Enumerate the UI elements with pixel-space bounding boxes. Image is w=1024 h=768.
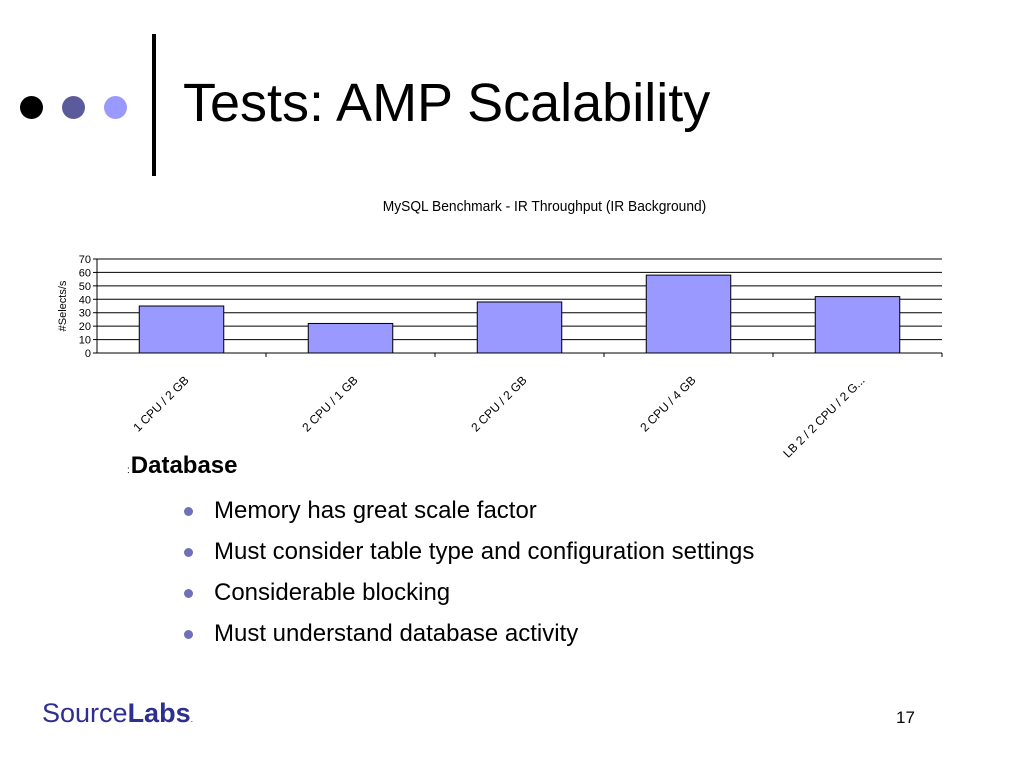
logo-mark: . <box>190 714 194 724</box>
decor-dot-light-blue <box>104 96 127 119</box>
section-marker: : <box>127 465 130 476</box>
bullet-item: Memory has great scale factor <box>184 494 754 535</box>
decor-dot-black <box>20 96 43 119</box>
bullet-item: Considerable blocking <box>184 576 754 617</box>
y-tick-label: 40 <box>79 294 91 306</box>
bullet-item: Must understand database activity <box>184 617 754 658</box>
x-tick-label: 2 CPU / 2 GB <box>468 373 529 434</box>
bar <box>814 296 901 354</box>
y-tick-label: 0 <box>85 348 91 360</box>
x-tick-label: 2 CPU / 4 GB <box>637 373 698 434</box>
chart-title: MySQL Benchmark - IR Throughput (IR Back… <box>383 199 707 216</box>
y-tick-label: 50 <box>79 281 91 293</box>
title-divider <box>152 34 156 176</box>
x-tick-label: LB 2 / 2 CPU / 2 G... <box>780 373 867 460</box>
section-heading: :Database <box>127 452 238 480</box>
y-tick-label: 20 <box>79 321 91 333</box>
slide-title: Tests: AMP Scalability <box>183 73 711 133</box>
bar-chart: MySQL Benchmark - IR Throughput (IR Back… <box>57 199 943 460</box>
logo-source: Source <box>42 698 128 728</box>
y-tick-label: 10 <box>79 335 91 347</box>
bar <box>307 322 394 354</box>
bullet-dot-icon <box>184 507 193 516</box>
bullet-dot-icon <box>184 548 193 557</box>
y-axis-label: #Selects/s <box>57 280 69 331</box>
x-tick-label: 1 CPU / 2 GB <box>130 373 191 434</box>
logo-labs: Labs <box>127 698 191 728</box>
sourcelabs-logo: SourceLabs. <box>42 698 193 729</box>
y-tick-label: 70 <box>79 254 91 266</box>
bar <box>476 301 563 354</box>
section-heading-text: Database <box>130 452 238 479</box>
bullet-dot-icon <box>184 630 193 639</box>
decor-dot-dark-blue <box>62 96 85 119</box>
bullet-dot-icon <box>184 589 193 598</box>
bullet-text: Must consider table type and configurati… <box>214 538 755 565</box>
bullet-text: Considerable blocking <box>214 579 451 606</box>
page-number: 17 <box>896 708 915 727</box>
bullet-item: Must consider table type and configurati… <box>184 535 754 576</box>
bar <box>138 305 225 354</box>
y-tick-label: 30 <box>79 308 91 320</box>
bullet-list: Memory has great scale factor Must consi… <box>184 494 754 658</box>
bullet-text: Memory has great scale factor <box>214 497 537 524</box>
bar <box>645 274 732 354</box>
y-tick-label: 60 <box>79 267 91 279</box>
bullet-text: Must understand database activity <box>214 620 579 647</box>
x-tick-label: 2 CPU / 1 GB <box>299 373 360 434</box>
